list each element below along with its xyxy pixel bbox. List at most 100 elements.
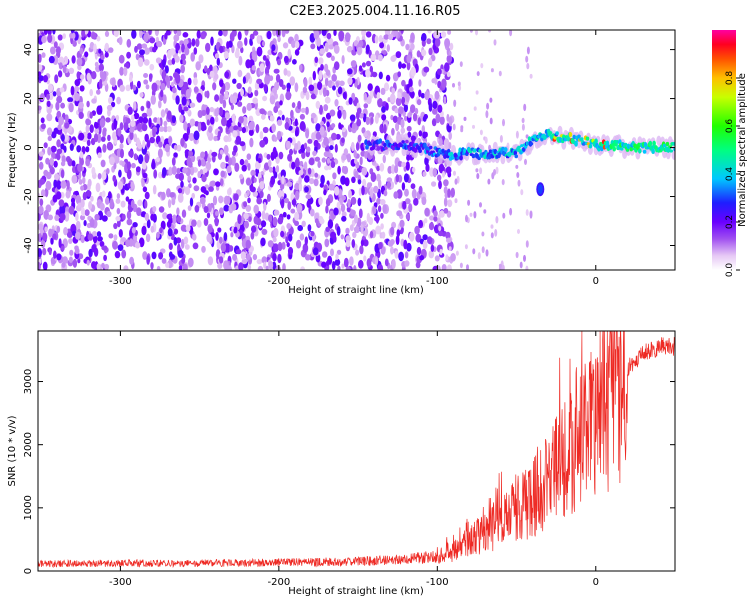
noise-speck xyxy=(134,241,141,249)
noise-speck xyxy=(104,52,109,58)
noise-speck xyxy=(393,191,399,199)
noise-speck xyxy=(265,265,269,270)
noise-speck xyxy=(191,38,196,47)
noise-speck xyxy=(365,44,370,54)
noise-speck xyxy=(162,69,166,80)
noise-speck xyxy=(473,106,477,111)
noise-speck xyxy=(163,125,168,133)
signal-point xyxy=(620,147,624,151)
noise-speck xyxy=(310,43,316,50)
noise-speck xyxy=(154,30,159,37)
noise-speck xyxy=(149,136,155,144)
noise-speck xyxy=(171,57,176,65)
noise-speck xyxy=(221,117,227,127)
noise-speck xyxy=(365,68,371,78)
noise-speck xyxy=(375,214,380,224)
noise-speck xyxy=(180,109,185,116)
noise-speck xyxy=(142,139,146,150)
noise-speck xyxy=(280,169,286,178)
noise-speck xyxy=(290,208,296,214)
y-tick-label: 2000 xyxy=(23,432,34,457)
noise-speck xyxy=(341,55,345,64)
noise-speck xyxy=(190,154,196,163)
noise-speck xyxy=(285,236,289,244)
noise-speck xyxy=(142,251,148,260)
noise-speck xyxy=(158,141,163,148)
noise-speck xyxy=(306,146,311,153)
noise-speck xyxy=(441,78,447,89)
signal-point xyxy=(428,145,433,150)
noise-speck xyxy=(261,256,268,264)
noise-speck xyxy=(363,255,367,262)
noise-speck xyxy=(338,30,345,40)
noise-speck xyxy=(525,240,529,248)
noise-speck xyxy=(386,177,393,183)
noise-speck xyxy=(78,253,84,260)
noise-speck xyxy=(71,55,76,64)
noise-speck xyxy=(428,47,433,56)
noise-speck xyxy=(464,244,468,250)
noise-speck xyxy=(432,167,437,178)
noise-speck xyxy=(89,124,94,133)
noise-speck xyxy=(268,260,274,270)
colorbar-tick-label: 0.8 xyxy=(725,71,735,86)
signal-point xyxy=(669,149,673,153)
noise-speck xyxy=(301,220,306,227)
noise-speck xyxy=(434,255,440,262)
noise-speck xyxy=(158,252,164,260)
noise-speck xyxy=(87,233,94,241)
noise-speck xyxy=(275,74,281,83)
noise-speck xyxy=(422,171,427,177)
noise-speck xyxy=(375,225,382,235)
noise-speck xyxy=(291,161,296,170)
noise-speck xyxy=(467,199,471,206)
noise-speck xyxy=(330,248,334,257)
noise-speck xyxy=(79,47,84,55)
noise-speck xyxy=(151,82,158,93)
noise-speck xyxy=(281,175,285,185)
noise-speck xyxy=(316,37,321,47)
snr-marks xyxy=(38,331,675,569)
noise-speck xyxy=(318,196,323,206)
y-tick-label: -40 xyxy=(23,237,34,253)
noise-speck xyxy=(220,170,225,178)
noise-speck xyxy=(529,210,533,219)
noise-speck xyxy=(289,76,296,86)
noise-speck xyxy=(223,260,229,270)
noise-speck xyxy=(160,109,166,118)
noise-speck xyxy=(111,101,116,108)
noise-speck xyxy=(216,57,220,66)
noise-speck xyxy=(156,40,163,48)
noise-speck xyxy=(366,95,372,105)
noise-speck xyxy=(318,70,323,81)
noise-speck xyxy=(180,224,187,232)
noise-speck xyxy=(56,180,62,190)
noise-speck xyxy=(234,162,240,172)
noise-speck xyxy=(64,122,70,129)
noise-speck xyxy=(62,64,67,74)
noise-speck xyxy=(194,205,200,213)
noise-speck xyxy=(466,264,469,270)
noise-speck xyxy=(267,159,272,167)
noise-speck xyxy=(67,97,74,103)
noise-speck xyxy=(296,203,303,213)
noise-speck xyxy=(335,133,341,140)
noise-speck xyxy=(337,86,343,95)
noise-speck xyxy=(197,159,202,167)
noise-speck xyxy=(333,61,340,71)
noise-speck xyxy=(334,186,340,196)
noise-speck xyxy=(391,259,396,269)
noise-speck xyxy=(205,42,211,53)
noise-speck xyxy=(98,63,104,72)
noise-speck xyxy=(405,198,411,205)
noise-speck xyxy=(408,78,413,88)
noise-speck xyxy=(273,243,279,253)
noise-speck xyxy=(502,212,506,219)
noise-speck xyxy=(334,258,341,266)
noise-speck xyxy=(118,36,123,46)
noise-speck xyxy=(97,236,103,242)
noise-speck xyxy=(168,166,173,176)
noise-speck xyxy=(228,245,234,252)
noise-speck xyxy=(222,99,227,109)
